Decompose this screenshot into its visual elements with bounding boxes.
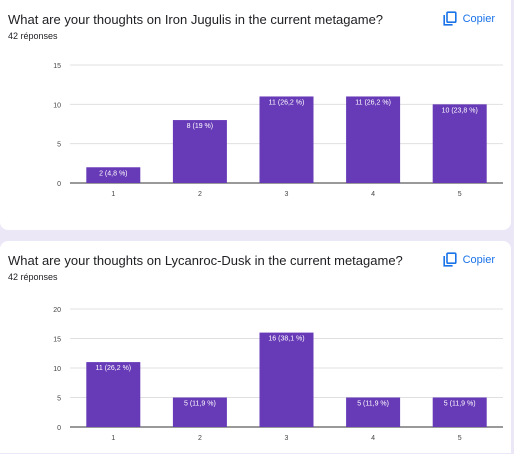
bar[interactable] (172, 397, 227, 428)
y-tick-label: 0 (57, 181, 61, 188)
x-tick-label: 2 (198, 435, 202, 442)
y-tick-label: 15 (53, 337, 61, 344)
y-tick-label: 10 (53, 102, 61, 109)
bar-chart-lycanroc-dusk: 0 5 10 15 20 11 (26,2 %) 1 5 (11,9 %) 2 16 (38,1 … (53, 307, 503, 442)
bar[interactable] (172, 120, 227, 183)
y-tick-label: 0 (57, 425, 61, 432)
bar[interactable] (259, 332, 314, 427)
bar[interactable] (346, 96, 401, 183)
x-tick-label: 2 (198, 191, 202, 198)
question-card-lycanroc-dusk: What are your thoughts on Lycanroc-Dusk … (0, 241, 511, 453)
copy-label: Copier (462, 253, 495, 266)
bar[interactable] (86, 167, 141, 183)
x-tick-label: 5 (458, 435, 462, 442)
bar-data-label: 2 (4,8 %) (99, 170, 127, 177)
bar-data-label: 5 (11,9 %) (444, 401, 476, 408)
copy-button[interactable]: Copier (442, 252, 495, 267)
y-tick-label: 10 (53, 366, 61, 373)
bar[interactable] (259, 96, 314, 183)
bar-data-label: 11 (26,2 %) (355, 99, 391, 106)
bar-chart-iron-jugulis: 0 5 10 15 2 (4,8 %) 1 8 (19 %) 2 11 (26,2 %) 3 11 … (53, 63, 503, 198)
bar-data-label: 11 (26,2 %) (95, 365, 131, 372)
bar-data-label: 5 (11,9 %) (357, 401, 389, 408)
question-card-iron-jugulis: What are your thoughts on Iron Jugulis i… (0, 0, 511, 230)
copy-icon (442, 11, 457, 26)
x-tick-label: 3 (285, 435, 289, 442)
bar-data-label: 8 (19 %) (187, 123, 213, 130)
x-tick-label: 1 (111, 191, 115, 198)
x-tick-label: 4 (371, 191, 375, 198)
response-count: 42 réponses (8, 272, 58, 282)
question-title: What are your thoughts on Lycanroc-Dusk … (8, 253, 403, 268)
x-tick-label: 5 (458, 191, 462, 198)
question-title: What are your thoughts on Iron Jugulis i… (8, 12, 384, 27)
bar-data-label: 5 (11,9 %) (184, 401, 216, 408)
x-tick-label: 4 (371, 435, 375, 442)
bar-data-label: 16 (38,1 %) (268, 336, 304, 343)
y-tick-label: 5 (57, 142, 61, 149)
copy-icon (442, 252, 457, 267)
bar[interactable] (86, 362, 141, 427)
bar[interactable] (432, 104, 487, 183)
y-tick-label: 15 (53, 63, 61, 70)
y-tick-label: 5 (57, 396, 61, 403)
copy-label: Copier (462, 12, 495, 25)
y-tick-label: 20 (53, 307, 61, 314)
x-tick-label: 3 (285, 191, 289, 198)
bar-data-label: 11 (26,2 %) (269, 99, 305, 106)
bar[interactable] (346, 397, 401, 428)
bar[interactable] (432, 397, 487, 428)
bar-data-label: 10 (23,8 %) (442, 107, 478, 114)
response-count: 42 réponses (8, 31, 58, 41)
copy-button[interactable]: Copier (442, 11, 495, 26)
x-tick-label: 1 (111, 435, 115, 442)
